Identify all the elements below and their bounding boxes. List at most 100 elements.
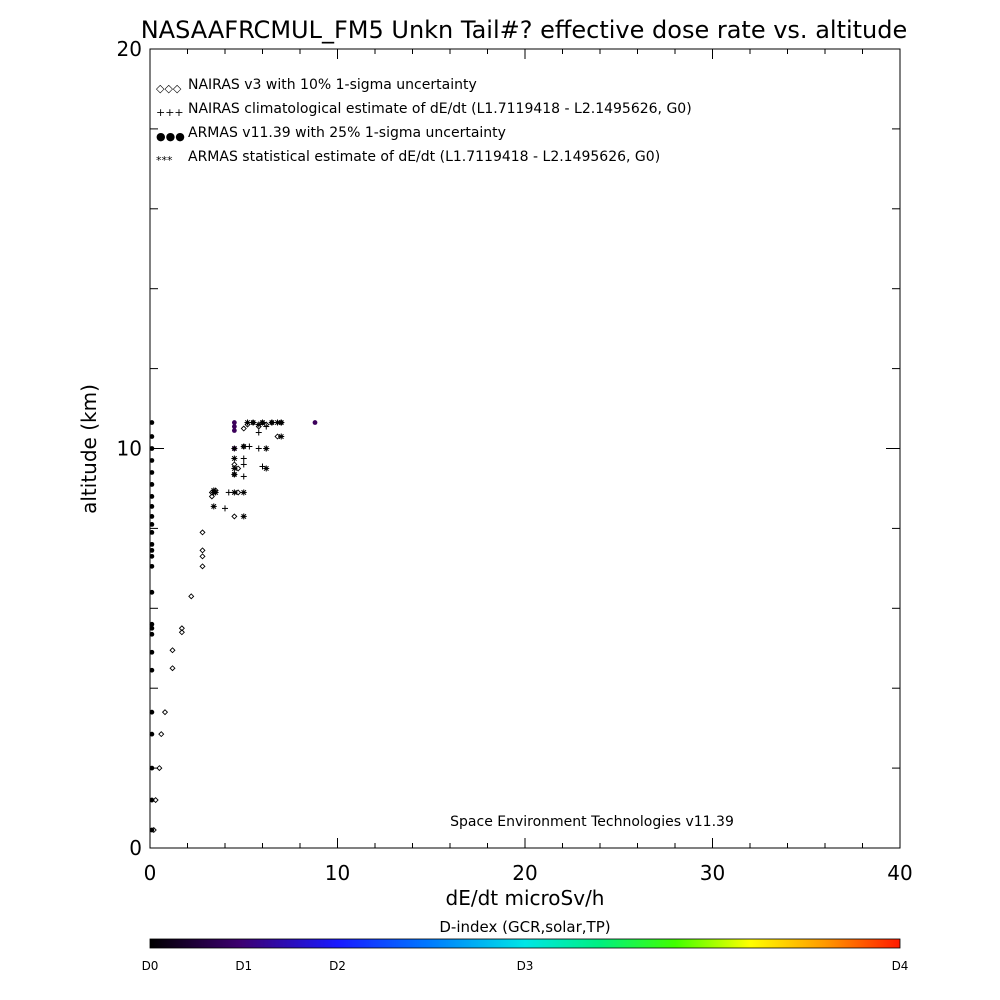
armas-point — [149, 827, 155, 833]
nairas-climatological-point — [240, 473, 247, 480]
armas-statistical-point — [231, 465, 238, 472]
armas-statistical-point — [240, 513, 247, 520]
nairas-v3-point — [188, 593, 195, 600]
armas-statistical-point — [240, 443, 247, 450]
armas-point — [149, 434, 155, 439]
colorbar-label: D4 — [892, 959, 909, 973]
nairas-v3-point — [274, 433, 281, 440]
y-axis-label: altitude (km) — [77, 384, 101, 514]
legend-marker: +++ — [156, 106, 184, 119]
armas-point — [231, 420, 237, 425]
armas-statistical-point — [263, 445, 270, 452]
colorbar-label: D1 — [235, 959, 252, 973]
data-points — [149, 419, 318, 834]
nairas-v3-point — [235, 489, 242, 496]
armas-point — [149, 731, 155, 737]
armas-point — [149, 631, 155, 637]
armas-point — [231, 428, 237, 433]
armas-statistical-point — [244, 419, 251, 426]
armas-statistical-point — [250, 419, 257, 426]
armas-point — [149, 458, 155, 463]
nairas-v3-point — [158, 731, 165, 738]
x-tick-label: 30 — [700, 861, 725, 885]
colorbar-title: D-index (GCR,solar,TP) — [439, 918, 610, 936]
nairas-v3-point — [235, 465, 242, 472]
armas-statistical-point — [263, 465, 270, 472]
legend-marker: ◇◇◇ — [156, 82, 182, 95]
armas-statistical-point — [231, 455, 238, 462]
nairas-climatological-point — [225, 489, 232, 496]
armas-point — [312, 420, 318, 425]
armas-statistical-point — [231, 471, 238, 478]
armas-statistical-point — [212, 489, 219, 496]
nairas-climatological-point — [263, 423, 270, 430]
legend-label: NAIRAS v3 with 10% 1-sigma uncertainty — [188, 77, 477, 93]
nairas-climatological-point — [240, 455, 247, 462]
nairas-v3-point — [169, 647, 176, 654]
legend-label: ARMAS statistical estimate of dE/dt (L1.… — [188, 149, 660, 165]
legend-marker: ●●● — [156, 130, 185, 143]
nairas-v3-point — [208, 493, 215, 500]
axis-ticks — [149, 48, 901, 849]
armas-statistical-point — [259, 419, 266, 426]
armas-point — [231, 424, 237, 429]
armas-point — [149, 522, 155, 527]
armas-point — [149, 649, 155, 655]
nairas-v3-point — [178, 625, 185, 632]
nairas-climatological-point — [255, 429, 262, 436]
nairas-v3-point — [199, 529, 206, 536]
nairas-v3-point — [231, 513, 238, 520]
colorbar — [149, 938, 901, 949]
armas-point — [149, 709, 155, 715]
x-tick-label: 20 — [512, 861, 537, 885]
armas-point — [149, 420, 155, 425]
armas-point — [149, 514, 155, 519]
armas-statistical-point — [278, 419, 285, 426]
y-tick-label: 0 — [129, 836, 142, 860]
armas-point — [149, 446, 155, 451]
colorbar-label: D3 — [517, 959, 534, 973]
plot-frame — [149, 48, 901, 849]
armas-point — [149, 667, 155, 673]
legend: ◇◇◇ NAIRAS v3 with 10% 1-sigma uncertaint… — [156, 77, 692, 167]
y-tick-labels: 0 10 20 — [117, 37, 142, 860]
colorbar-labels: D0 D1 D2 D3 D4 — [142, 959, 909, 973]
armas-point — [149, 625, 155, 631]
armas-point — [149, 547, 155, 553]
x-tick-label: 40 — [887, 861, 912, 885]
nairas-v3-point — [169, 665, 176, 672]
colorbar-label: D2 — [329, 959, 346, 973]
chart-title: NASAAFRCMUL_FM5 Unkn Tail#? effective do… — [141, 16, 908, 44]
armas-statistical-point — [231, 489, 238, 496]
x-tick-labels: 0 10 20 30 40 — [144, 861, 913, 885]
nairas-climatological-point — [246, 443, 253, 450]
armas-statistical-point — [274, 419, 281, 426]
armas-statistical-point — [210, 503, 217, 510]
legend-label: ARMAS v11.39 with 25% 1-sigma uncertaint… — [188, 125, 506, 141]
legend-label: NAIRAS climatological estimate of dE/dt … — [188, 101, 692, 117]
armas-point — [149, 494, 155, 499]
y-tick-label: 10 — [117, 437, 142, 461]
nairas-v3-point — [178, 629, 185, 636]
nairas-v3-point — [156, 765, 163, 772]
armas-point — [149, 529, 155, 535]
armas-statistical-point — [231, 445, 238, 452]
nairas-climatological-point — [255, 445, 262, 452]
x-axis-label: dE/dt microSv/h — [446, 886, 605, 910]
armas-point — [149, 482, 155, 487]
armas-statistical-point — [240, 489, 247, 496]
nairas-v3-point — [240, 425, 247, 432]
armas-point — [149, 563, 155, 569]
armas-point — [149, 621, 155, 627]
x-tick-label: 0 — [144, 861, 157, 885]
armas-point — [149, 470, 155, 475]
armas-point — [149, 504, 155, 509]
y-tick-label: 20 — [117, 37, 142, 61]
colorbar-label: D0 — [142, 959, 159, 973]
nairas-v3-point — [199, 553, 206, 560]
nairas-v3-point — [199, 547, 206, 554]
armas-point — [149, 541, 155, 547]
armas-point — [149, 589, 155, 595]
armas-point — [149, 553, 155, 559]
